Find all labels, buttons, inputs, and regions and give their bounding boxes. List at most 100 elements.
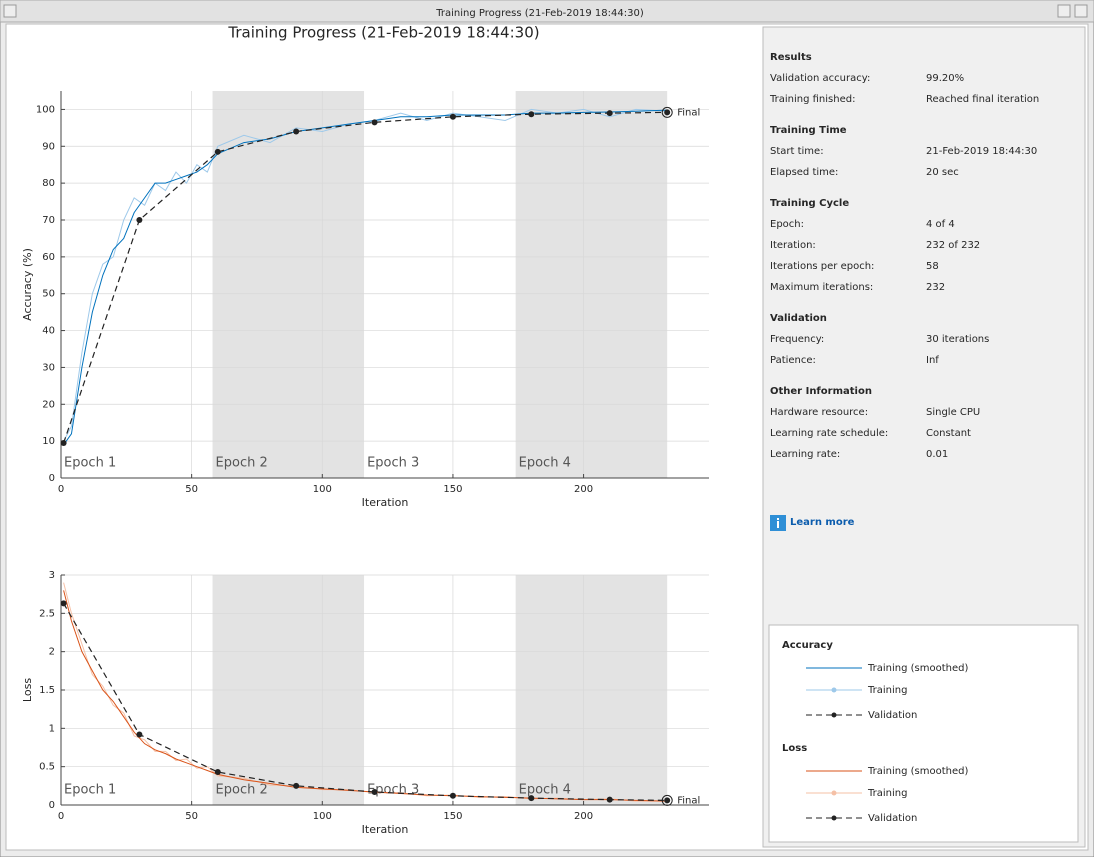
info-value: 30 iterations (926, 334, 989, 345)
epoch-band (212, 91, 365, 478)
legend-label: Training (smoothed) (867, 663, 968, 674)
info-label: Epoch: (770, 219, 804, 230)
legend-group-title: Loss (782, 743, 807, 754)
y-tick-label: 60 (42, 252, 55, 263)
validation-marker (214, 769, 221, 776)
series-line (63, 111, 668, 444)
y-tick-label: 0 (49, 473, 55, 484)
validation-marker (528, 111, 535, 118)
legend-label: Validation (868, 710, 917, 721)
y-tick-label: 80 (42, 178, 55, 189)
info-label: Patience: (770, 355, 816, 366)
epoch-label: Epoch 4 (519, 456, 571, 471)
validation-marker (293, 128, 300, 135)
legend-marker (832, 666, 837, 671)
epoch-label: Epoch 4 (519, 783, 571, 798)
minimize-button[interactable] (1057, 4, 1071, 18)
window-title: Training Progress (21-Feb-2019 18:44:30) (435, 8, 644, 19)
y-axis-label: Loss (21, 678, 34, 702)
validation-marker (606, 796, 613, 803)
validation-marker (136, 731, 143, 738)
info-label: Learning rate schedule: (770, 428, 888, 439)
y-tick-label: 2.5 (39, 608, 55, 619)
section-title: Other Information (770, 386, 872, 397)
epoch-band (515, 91, 668, 478)
info-value: 58 (926, 261, 939, 272)
info-value: 232 (926, 282, 945, 293)
x-tick-label: 100 (313, 811, 332, 822)
epoch-label: Epoch 1 (64, 783, 116, 798)
info-value: Inf (926, 355, 939, 366)
info-value: 0.01 (926, 449, 948, 460)
y-tick-label: 40 (42, 326, 55, 337)
legend-label: Training (867, 788, 907, 799)
final-marker (661, 106, 673, 118)
info-value: Reached final iteration (926, 94, 1039, 105)
legend-marker (831, 815, 837, 821)
info-label: Start time: (770, 146, 824, 157)
info-value: Constant (926, 428, 971, 439)
x-tick-label: 200 (574, 484, 593, 495)
info-icon-glyph (777, 518, 779, 520)
series-line (63, 109, 668, 446)
info-label: Iteration: (770, 240, 816, 251)
maximize-button[interactable] (1074, 4, 1088, 18)
x-tick-label: 0 (58, 811, 64, 822)
legend-label: Training (smoothed) (867, 766, 968, 777)
info-label: Learning rate: (770, 449, 840, 460)
info-value: 232 of 232 (926, 240, 980, 251)
info-icon-glyph (777, 521, 779, 528)
epoch-label: Epoch 2 (216, 456, 268, 471)
title-bar (0, 0, 1094, 23)
section-title: Training Time (770, 125, 847, 136)
y-tick-label: 1 (49, 723, 55, 734)
validation-marker (606, 110, 613, 117)
info-value: 20 sec (926, 167, 959, 178)
y-tick-label: 0 (49, 800, 55, 811)
final-label: Final (677, 795, 700, 806)
legend-group-title: Accuracy (782, 640, 833, 651)
y-tick-label: 70 (42, 215, 55, 226)
validation-marker (293, 782, 300, 789)
epoch-label: Epoch 1 (64, 456, 116, 471)
learn-more-link[interactable]: Learn more (790, 517, 855, 528)
validation-marker (60, 600, 67, 607)
menu-button[interactable] (3, 4, 17, 18)
validation-marker (371, 788, 378, 795)
final-marker (661, 794, 673, 806)
info-label: Hardware resource: (770, 407, 868, 418)
y-tick-label: 100 (36, 104, 55, 115)
y-tick-label: 3 (49, 570, 55, 581)
x-tick-label: 200 (574, 811, 593, 822)
epoch-band (61, 91, 213, 478)
main-title: Training Progress (21-Feb-2019 18:44:30) (227, 24, 539, 42)
info-label: Validation accuracy: (770, 73, 870, 84)
legend-marker (831, 712, 837, 718)
validation-marker (371, 119, 378, 126)
info-label: Maximum iterations: (770, 282, 873, 293)
info-label: Iterations per epoch: (770, 261, 874, 272)
legend-box (768, 624, 1079, 843)
validation-marker (528, 795, 535, 802)
legend-label: Training (867, 685, 907, 696)
y-tick-label: 30 (42, 362, 55, 373)
epoch-band (364, 91, 516, 478)
section-title: Results (770, 52, 812, 63)
section-title: Validation (770, 313, 827, 324)
section-title: Training Cycle (770, 198, 849, 209)
y-tick-label: 0.5 (39, 762, 55, 773)
y-axis-label: Accuracy (%) (21, 248, 34, 321)
x-axis-label: Iteration (362, 823, 409, 836)
x-tick-label: 50 (185, 811, 198, 822)
x-tick-label: 0 (58, 484, 64, 495)
info-label: Elapsed time: (770, 167, 838, 178)
y-tick-label: 10 (42, 436, 55, 447)
validation-marker (449, 113, 456, 120)
x-axis-label: Iteration (362, 496, 409, 509)
x-tick-label: 50 (185, 484, 198, 495)
series-line (63, 603, 668, 801)
y-tick-label: 50 (42, 289, 55, 300)
x-tick-label: 150 (443, 484, 462, 495)
y-tick-label: 90 (42, 141, 55, 152)
